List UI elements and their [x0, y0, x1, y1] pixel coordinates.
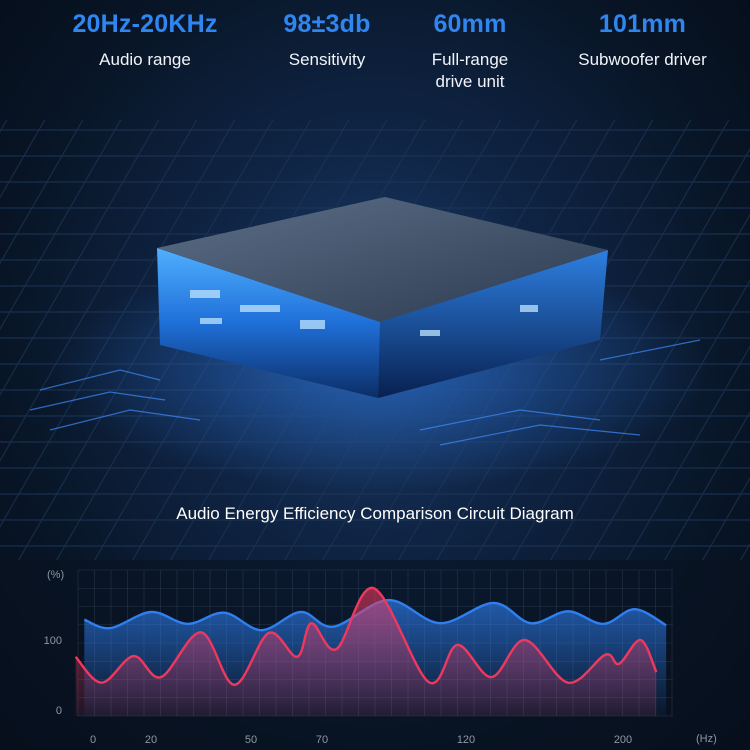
- spec-audio-range: 20Hz-20KHz Audio range: [60, 10, 230, 71]
- x-tick-label: 120: [457, 734, 475, 746]
- efficiency-chart: (%) (Hz) 0 20 50 70 120 200 0 100: [0, 560, 750, 750]
- x-tick-label: 20: [145, 734, 157, 746]
- chip-right-side: [378, 250, 608, 398]
- x-tick-label: 0: [90, 734, 96, 746]
- chip-left-side: [157, 248, 380, 398]
- y-axis-unit: (%): [47, 569, 64, 581]
- x-axis-unit: (Hz): [696, 733, 717, 745]
- x-tick-label: 50: [245, 734, 257, 746]
- spec-sensitivity: 98±3db Sensitivity: [262, 10, 392, 71]
- y-tick-label: 0: [56, 705, 62, 717]
- spec-label: Sensitivity: [288, 50, 366, 69]
- spec-label: Audio range: [99, 50, 191, 69]
- spec-full-range-driver: 60mm Full-range drive unit: [410, 10, 530, 93]
- spec-label: Subwoofer driver: [578, 50, 707, 69]
- spec-value: 60mm: [433, 10, 507, 38]
- x-tick-label: 200: [614, 734, 632, 746]
- spec-value: 98±3db: [283, 10, 371, 38]
- x-tick-label: 70: [316, 734, 328, 746]
- spec-label: Full-range drive unit: [431, 50, 509, 91]
- y-tick-label: 100: [44, 635, 62, 647]
- spec-value: 20Hz-20KHz: [72, 10, 218, 38]
- spec-subwoofer-driver: 101mm Subwoofer driver: [560, 10, 725, 71]
- series-area-red: [75, 587, 657, 716]
- chip-top-face: [157, 197, 608, 322]
- spec-value: 101mm: [598, 10, 687, 38]
- chart-caption: Audio Energy Efficiency Comparison Circu…: [176, 504, 574, 523]
- series-line-red: [74, 586, 658, 687]
